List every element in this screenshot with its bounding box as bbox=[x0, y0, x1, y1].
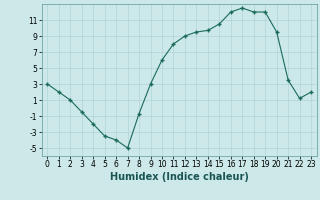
X-axis label: Humidex (Indice chaleur): Humidex (Indice chaleur) bbox=[110, 172, 249, 182]
